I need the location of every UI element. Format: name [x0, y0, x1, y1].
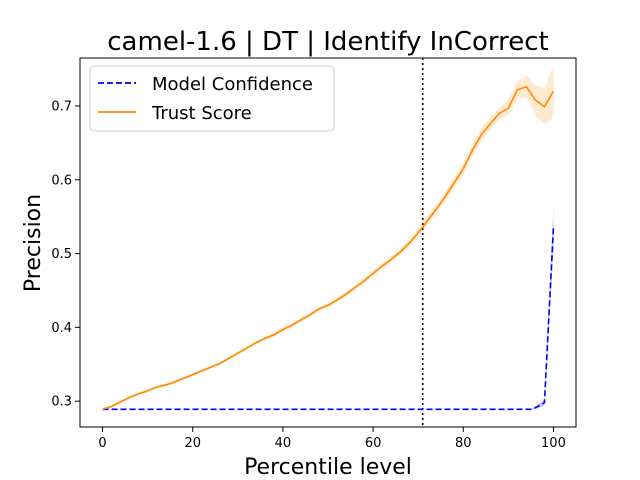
x-tick-label: 0: [98, 436, 106, 451]
x-tick-label: 40: [275, 436, 292, 451]
x-tick-label: 100: [541, 436, 566, 451]
y-tick-label: 0.7: [51, 99, 72, 114]
y-axis-label: Precision: [21, 194, 46, 292]
legend-box: [89, 65, 335, 132]
model-confidence-confidence-band: [102, 205, 554, 410]
legend: Model Confidence Trust Score: [89, 65, 335, 132]
x-tick-label: 60: [365, 436, 382, 451]
y-tick-label: 0.3: [51, 395, 72, 410]
x-axis-label: Percentile level: [244, 455, 412, 480]
y-tick-label: 0.4: [51, 321, 72, 336]
model-confidence-line: [102, 227, 555, 411]
chart-title: camel-1.6 | DT | Identify InCorrect: [107, 27, 548, 57]
y-tick-label: 0.5: [51, 247, 72, 262]
legend-label-trust-score: Trust Score: [151, 103, 252, 124]
x-tick-label: 20: [184, 436, 201, 451]
y-axis: 0.3 0.4 0.5 0.6 0.7: [51, 99, 80, 410]
plot-area: [102, 58, 555, 427]
x-tick-label: 80: [455, 436, 472, 451]
y-tick-label: 0.6: [51, 173, 72, 188]
legend-label-model-confidence: Model Confidence: [152, 74, 313, 95]
axes-frame: [79, 57, 577, 428]
x-axis: 0 20 40 60 80 100: [98, 427, 566, 451]
trust-score-line: [102, 85, 555, 411]
